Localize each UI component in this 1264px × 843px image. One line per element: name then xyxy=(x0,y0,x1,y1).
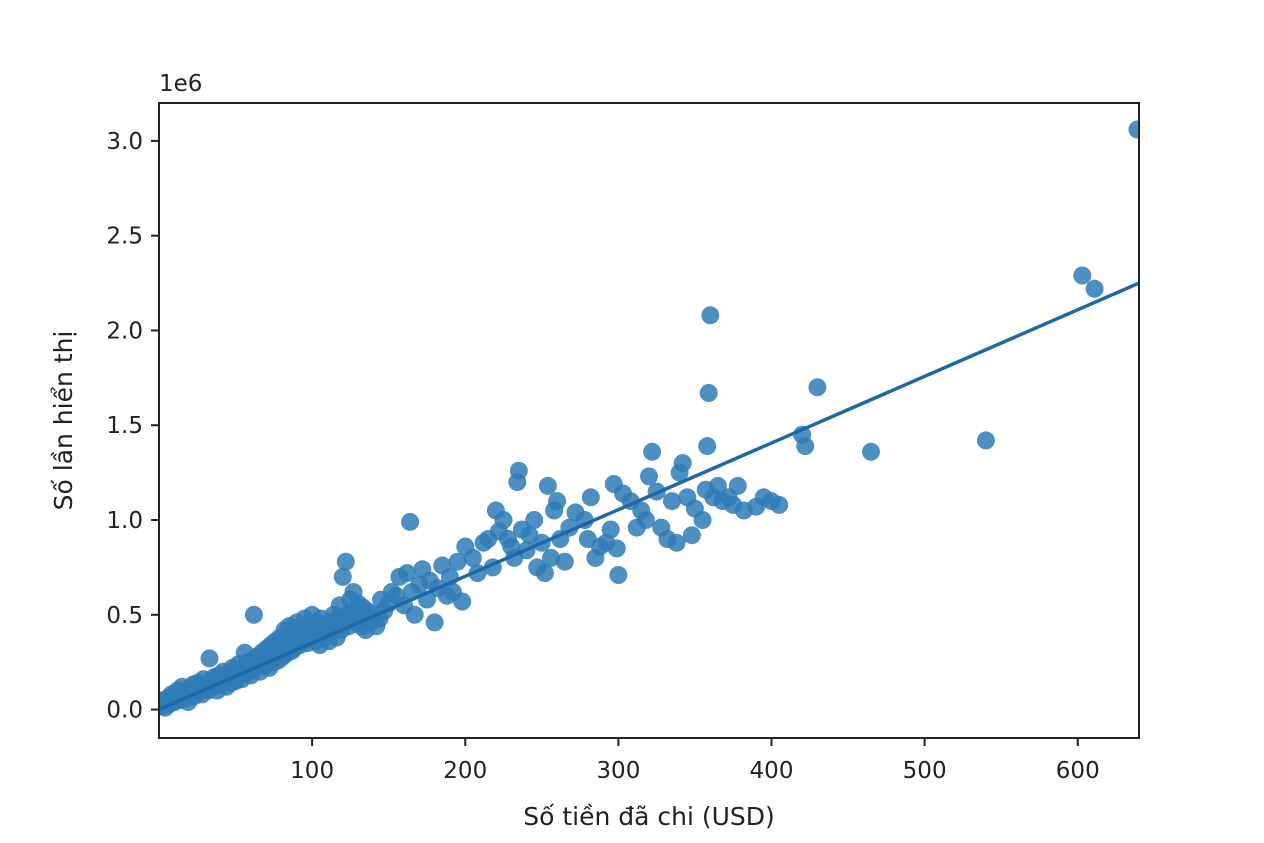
data-point xyxy=(663,492,681,511)
data-point xyxy=(333,567,352,586)
y-tick-label: 2.0 xyxy=(106,318,143,344)
plot-frame xyxy=(158,102,1140,739)
data-point xyxy=(640,467,658,486)
data-point xyxy=(693,511,712,529)
data-point xyxy=(448,552,467,571)
x-tick-label: 400 xyxy=(750,758,794,784)
data-point xyxy=(607,539,626,558)
data-point xyxy=(728,476,747,495)
data-point xyxy=(463,548,482,567)
data-point xyxy=(699,384,718,402)
data-point xyxy=(244,605,263,624)
x-tick-label: 100 xyxy=(290,758,334,784)
data-point xyxy=(200,649,219,668)
y-axis-label: Số lần hiển thị xyxy=(49,331,78,511)
data-point xyxy=(976,431,995,450)
y-tick-label: 3.0 xyxy=(106,129,143,155)
regression-line xyxy=(159,281,1139,712)
x-tick-label: 200 xyxy=(443,758,487,784)
data-point xyxy=(1128,120,1139,139)
data-point xyxy=(609,566,628,584)
data-point xyxy=(808,378,827,397)
x-tick-label: 500 xyxy=(903,758,947,784)
data-point xyxy=(1073,266,1092,285)
data-point xyxy=(336,552,355,571)
y-axis-offset-text: 1e6 xyxy=(159,71,202,97)
x-axis-label: Số tiền đã chi (USD) xyxy=(523,802,775,831)
data-point xyxy=(796,437,815,456)
y-tick-label: 1.0 xyxy=(106,508,143,534)
data-point xyxy=(538,476,557,495)
data-point xyxy=(770,495,789,514)
data-point xyxy=(636,511,655,529)
data-point xyxy=(494,511,513,529)
data-point xyxy=(525,511,544,529)
data-point xyxy=(453,592,472,611)
data-point xyxy=(425,613,444,632)
data-point xyxy=(405,605,424,624)
data-point xyxy=(682,526,701,545)
data-point xyxy=(398,564,417,583)
data-point xyxy=(698,437,717,456)
data-point xyxy=(601,520,620,539)
data-point xyxy=(673,454,692,473)
y-tick-label: 1.5 xyxy=(106,413,143,439)
data-point xyxy=(862,442,880,461)
data-point xyxy=(643,442,662,461)
data-point xyxy=(548,492,567,511)
y-tick-label: 2.5 xyxy=(106,224,143,250)
data-point xyxy=(535,564,554,583)
data-point xyxy=(667,533,686,552)
data-point xyxy=(509,461,528,480)
data-point xyxy=(555,552,574,571)
data-point xyxy=(708,476,727,495)
data-point xyxy=(701,306,720,325)
x-tick-label: 300 xyxy=(596,758,640,784)
y-tick-label: 0.0 xyxy=(106,698,143,724)
data-point xyxy=(581,488,600,507)
data-point xyxy=(542,548,560,567)
data-point xyxy=(1085,279,1104,298)
x-axis-ticks: 100 200 300 400 500 600 xyxy=(290,738,1100,784)
y-axis-ticks: 0.0 0.5 1.0 1.5 2.0 2.5 3.0 xyxy=(106,129,159,724)
x-tick-label: 600 xyxy=(1056,758,1100,784)
y-tick-label: 0.5 xyxy=(106,603,143,629)
plot-area xyxy=(159,120,1139,717)
data-point xyxy=(401,512,420,531)
